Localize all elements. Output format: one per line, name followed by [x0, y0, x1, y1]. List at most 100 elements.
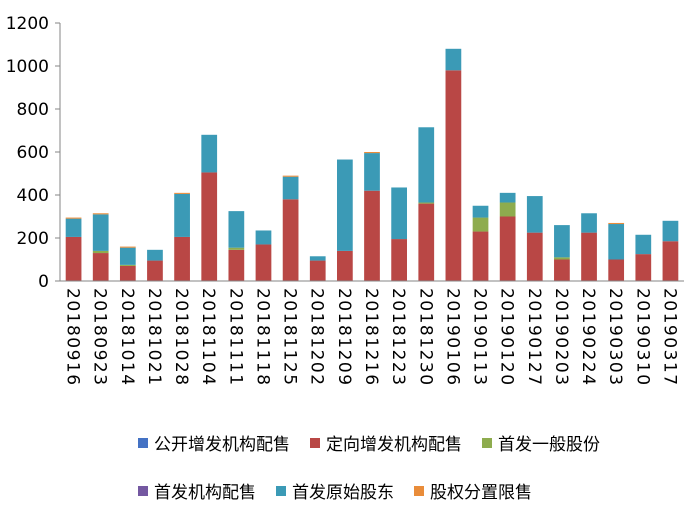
bar-segment	[228, 249, 245, 281]
bar-segment	[662, 220, 679, 242]
bar-segment	[65, 236, 82, 281]
x-tick-label: 20181111	[225, 288, 245, 387]
x-axis: 20180916 20180923 20181014 20181021 20181028…	[60, 280, 684, 387]
bar-segment	[119, 264, 136, 266]
x-tick-label: 20181118	[252, 288, 272, 387]
y-tick-label: 0	[38, 272, 49, 292]
bar-segment	[499, 192, 516, 203]
bar-segment	[526, 196, 543, 233]
bar-segment	[174, 236, 190, 281]
bar-segment	[364, 190, 380, 281]
x-tick-label: 20181125	[280, 288, 300, 387]
x-tick-label: 20190224	[578, 288, 598, 387]
y-tick-label: 800	[17, 100, 49, 120]
bar-segment	[119, 265, 136, 281]
legend-swatch	[414, 485, 424, 496]
legend-row: 首发机构配售 首发原始股东 股权分置限售	[138, 478, 552, 503]
bar-segment	[391, 239, 407, 281]
bar-segment	[282, 176, 299, 200]
bar-segment	[581, 232, 597, 281]
x-tick-label: 20181230	[415, 288, 435, 387]
legend-item: 股权分置限售	[414, 478, 532, 503]
x-tick-label: 20181028	[171, 288, 191, 387]
bar-segment	[309, 256, 326, 261]
bar-segment	[418, 202, 435, 204]
bar-segment	[472, 205, 489, 218]
bar-segment	[418, 127, 435, 203]
legend-item: 首发原始股东	[276, 478, 394, 503]
bar-segment	[282, 199, 299, 281]
x-tick-label: 20181209	[334, 288, 354, 387]
bar-segment	[499, 216, 516, 281]
bar-segment	[472, 231, 489, 281]
x-tick-label: 20190113	[470, 288, 490, 387]
bar-segment	[228, 211, 245, 248]
bar-segment	[662, 241, 679, 281]
bar-segment	[635, 234, 652, 255]
x-tick-label: 20181021	[144, 288, 164, 387]
legend-label: 股权分置限售	[430, 483, 532, 503]
bar-segment	[418, 203, 435, 281]
bar-segment	[65, 217, 82, 219]
x-tick-label: 20190317	[659, 288, 679, 387]
legend-swatch	[482, 437, 492, 448]
bar-segment	[228, 247, 245, 250]
y-tick-label: 600	[17, 143, 49, 163]
bar-segment	[201, 134, 218, 173]
bar-segment	[174, 193, 190, 237]
x-tick-label: 20181223	[388, 288, 408, 387]
bar-segment	[147, 249, 163, 261]
x-tick-label: 20190303	[605, 288, 625, 387]
bar-segment	[255, 244, 272, 281]
y-tick-label: 200	[17, 229, 49, 249]
x-tick-label: 20181104	[198, 288, 218, 387]
bar-segment	[526, 232, 543, 281]
y-axis: 0 200 400 600 800 1000 1200	[6, 14, 61, 292]
bar-segment	[119, 246, 136, 248]
legend-item: 首发机构配售	[138, 478, 256, 503]
bar-segment	[119, 247, 136, 265]
legend: 公开增发机构配售 定向增发机构配售 首发一般股份 首发机构配售 首发原始股东 股权分置限…	[0, 428, 696, 516]
y-tick-label: 400	[17, 186, 49, 206]
bar-segment	[174, 192, 190, 194]
bar-segment	[472, 217, 489, 232]
x-tick-label: 20181202	[307, 288, 327, 387]
bar-segment	[201, 172, 218, 281]
x-tick-label: 20180923	[90, 288, 110, 387]
legend-item: 首发一般股份	[482, 430, 600, 455]
x-tick-label: 20190106	[442, 288, 462, 387]
legend-label: 公开增发机构配售	[154, 435, 290, 455]
legend-label: 定向增发机构配售	[326, 435, 462, 455]
bar-segment	[337, 159, 353, 251]
bar-segment	[92, 213, 109, 215]
bar-segment	[581, 213, 597, 233]
bar-segment	[608, 259, 625, 281]
legend-swatch	[310, 437, 320, 448]
x-tick-label: 20181014	[117, 288, 137, 387]
bar-segment	[147, 260, 163, 281]
bar-segment	[364, 153, 380, 191]
legend-item: 公开增发机构配售	[138, 430, 290, 455]
x-tick-label: 20181216	[361, 288, 381, 387]
legend-label: 首发一般股份	[498, 435, 600, 455]
bar-segment	[554, 259, 570, 281]
legend-label: 首发原始股东	[292, 483, 394, 503]
bar-segment	[608, 224, 625, 260]
x-tick-label: 20180916	[63, 288, 83, 387]
x-tick-label: 20190203	[551, 288, 571, 387]
legend-row: 公开增发机构配售 定向增发机构配售 首发一般股份	[138, 430, 620, 455]
bar-segment	[635, 254, 652, 281]
bar-segment	[608, 222, 625, 225]
bar-segment	[255, 230, 272, 245]
x-tick-label: 20190310	[632, 288, 652, 387]
bar-segment	[309, 260, 326, 281]
bar-segment	[499, 202, 516, 217]
y-tick-label: 1000	[6, 57, 49, 77]
legend-swatch	[138, 485, 148, 496]
x-tick-label: 20190120	[497, 288, 517, 387]
bar-segment	[364, 152, 380, 154]
bar-segment	[554, 257, 570, 260]
bar-segment	[92, 250, 109, 254]
bar-segment	[554, 225, 570, 258]
